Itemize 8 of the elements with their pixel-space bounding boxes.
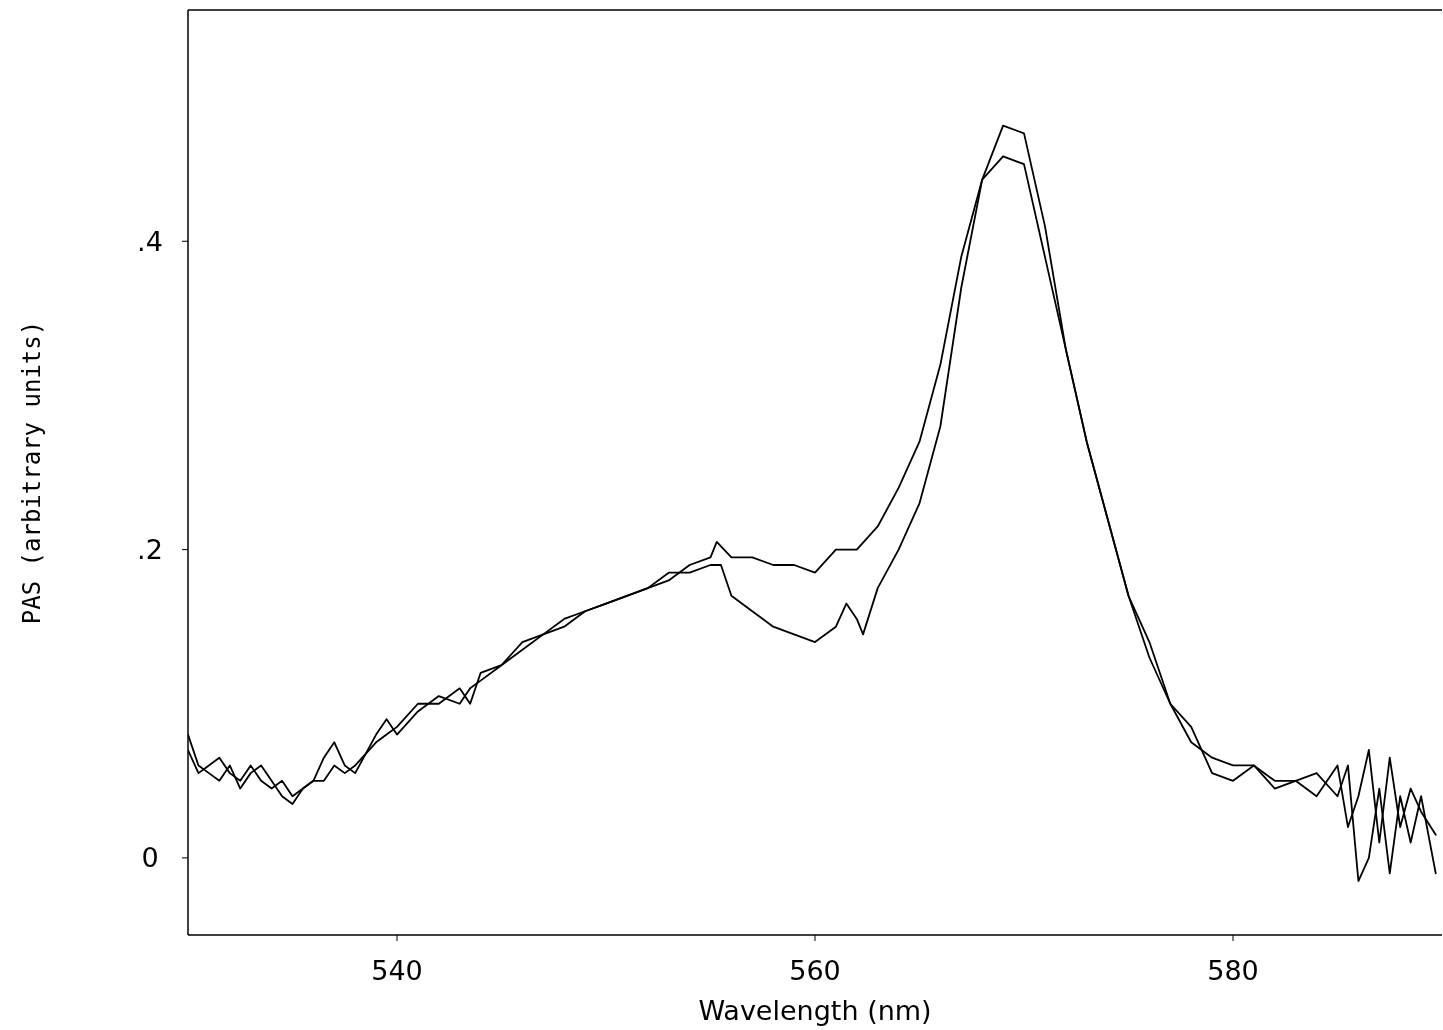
x-tick-label: 560 bbox=[789, 955, 841, 986]
x-axis-title: Wavelength (nm) bbox=[698, 995, 932, 1026]
x-tick-label: 540 bbox=[371, 955, 423, 986]
y-tick-label: 0 bbox=[141, 842, 159, 874]
x-tick-label: 580 bbox=[1207, 955, 1259, 986]
y-tick-label: .4 bbox=[137, 225, 163, 257]
y-axis-title: PAS (arbitrary units) bbox=[18, 320, 46, 625]
y-tick-label: .2 bbox=[137, 534, 163, 566]
